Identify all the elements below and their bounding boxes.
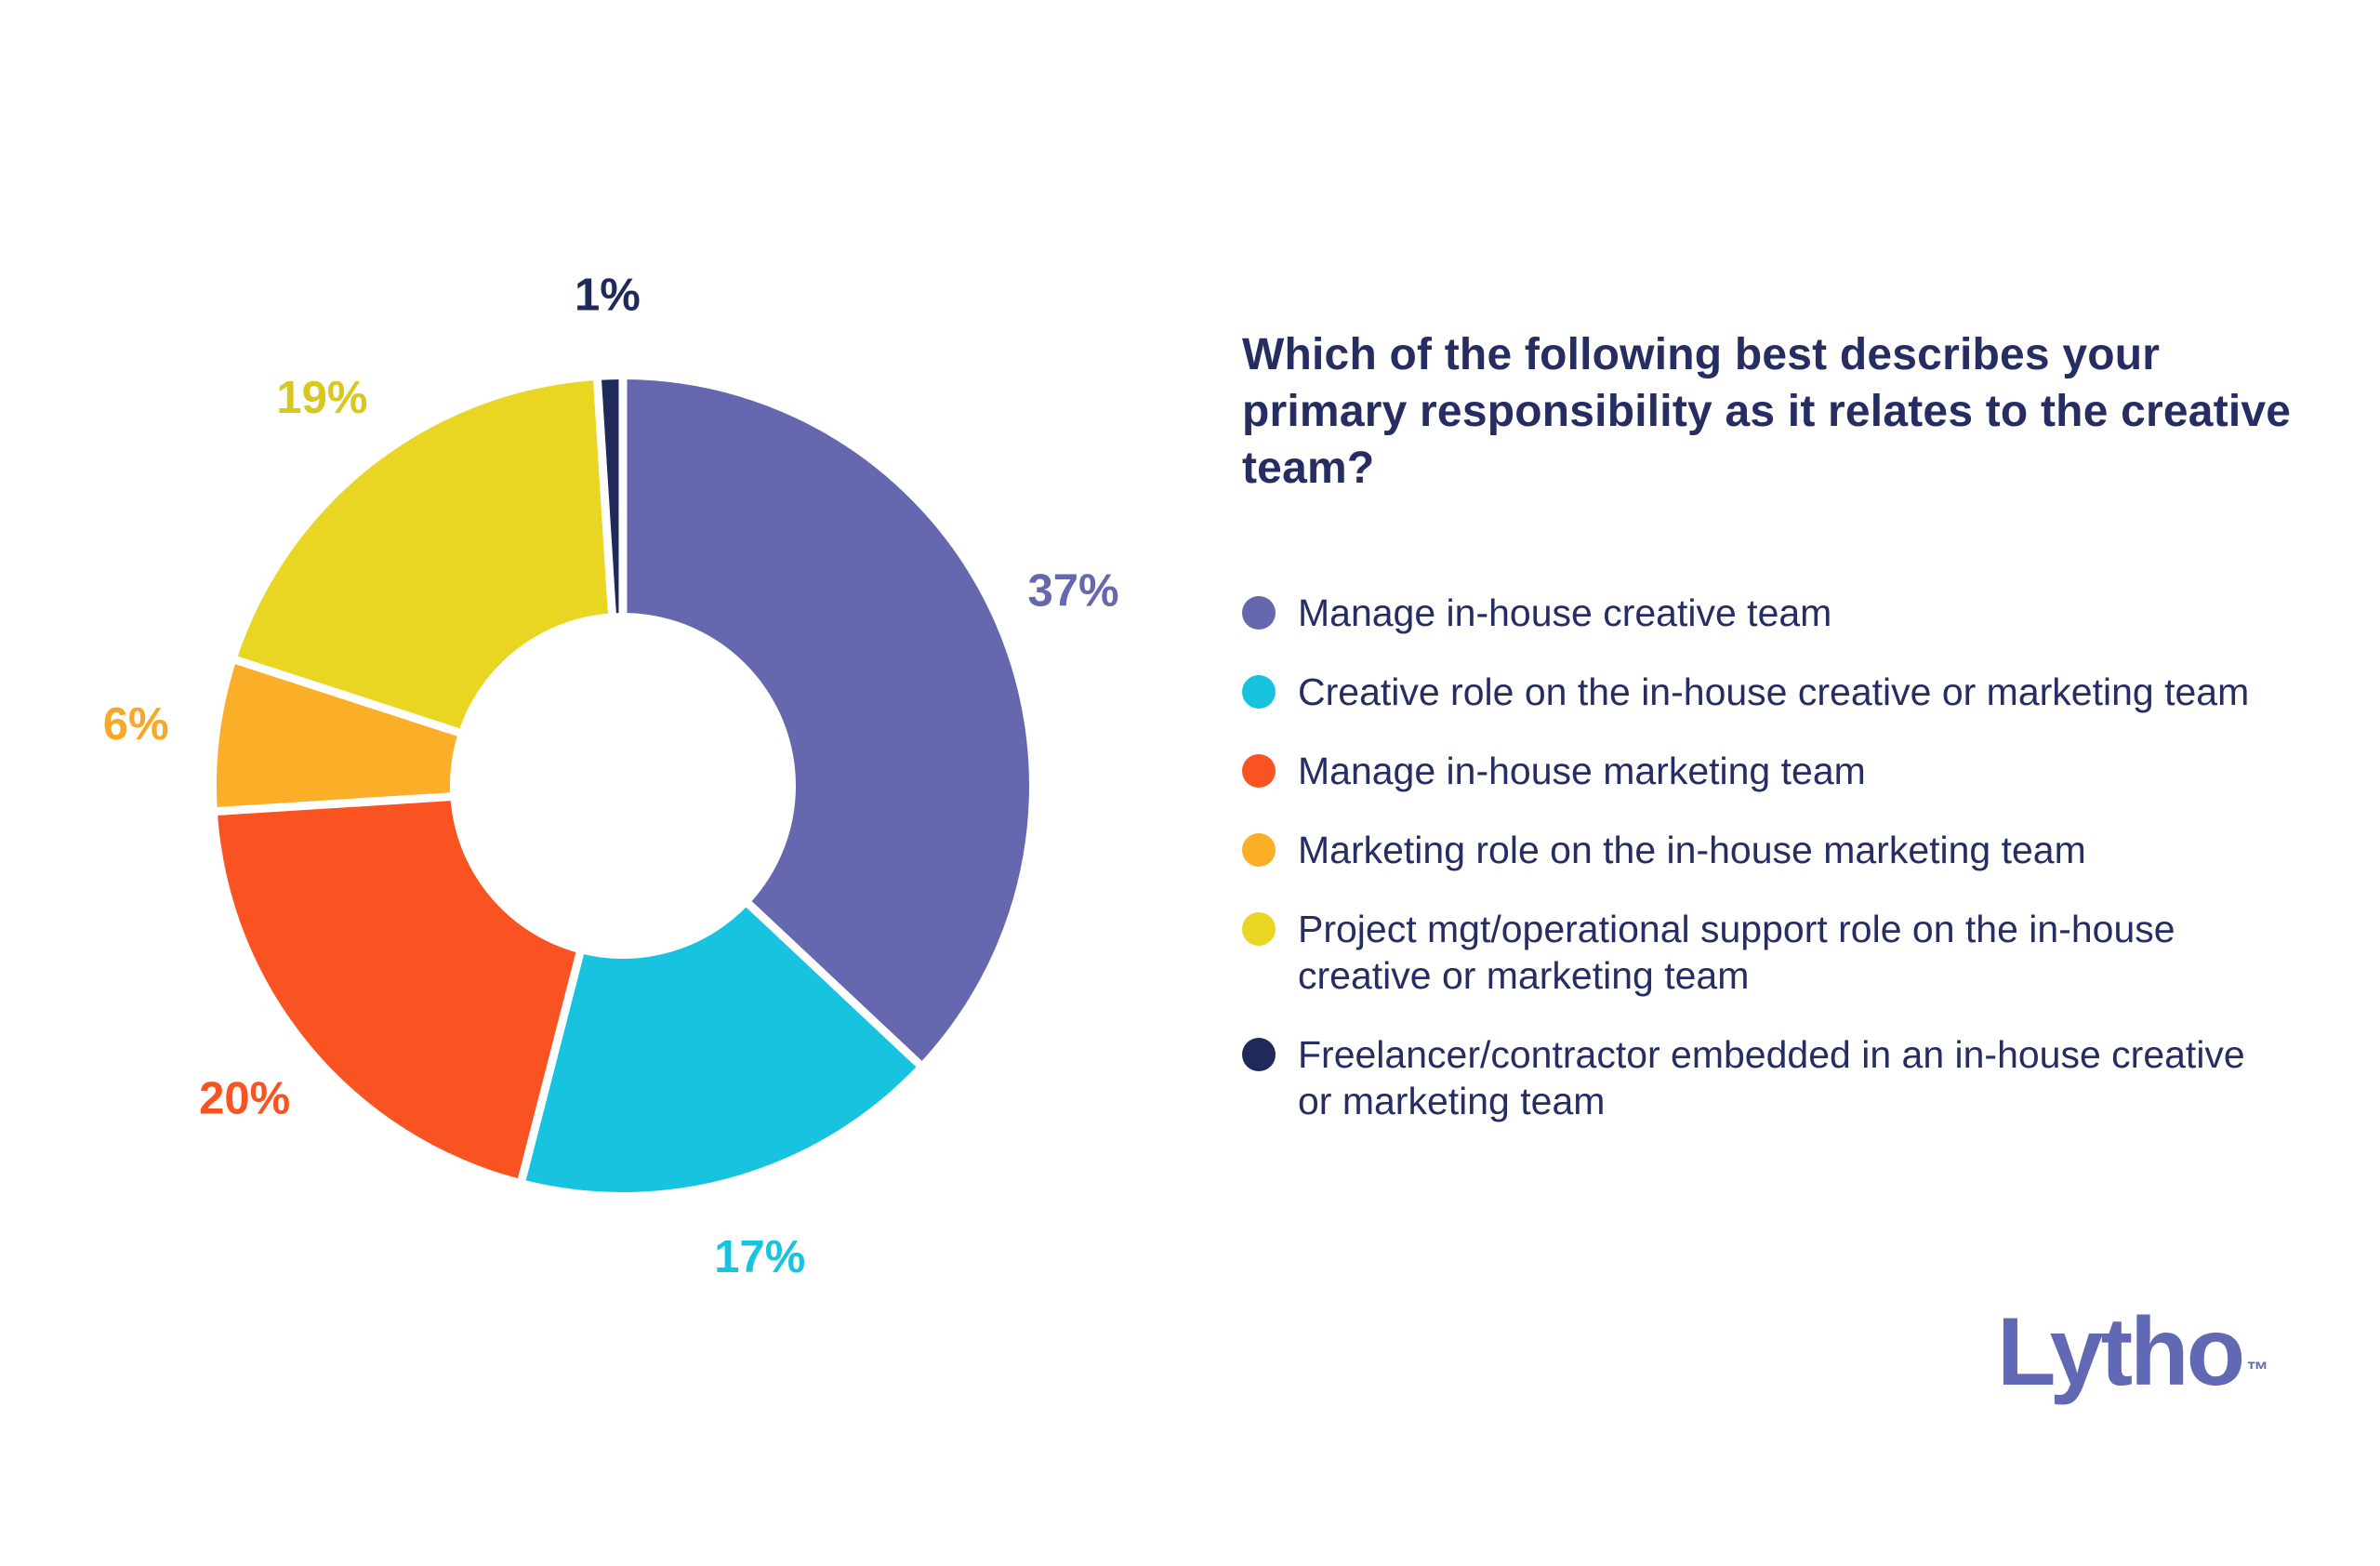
legend-item: Manage in-house creative team (1242, 590, 2293, 636)
legend-dot (1242, 754, 1276, 788)
percent-label-6pct: 6% (103, 699, 169, 750)
donut-segment-19pct (236, 379, 613, 733)
chart-title-line-2: responsibility as it relates to the crea… (1242, 386, 2292, 493)
legend-label: Project mgt/operational support role on … (1298, 908, 2175, 997)
donut-chart: 37% 17% 20% 6% 19% 1% (82, 245, 1164, 1327)
segment-divider (232, 655, 468, 739)
legend-item: Project mgt/operational support role on … (1242, 906, 2293, 999)
percent-label-37pct: 37% (1028, 565, 1119, 616)
legend-item: Marketing role on the in-house marketing… (1242, 827, 2293, 873)
legend-label: Marketing role on the in-house marketing… (1298, 829, 2086, 871)
lytho-logo: Lytho ™ (1997, 1304, 2268, 1400)
segment-divider (214, 791, 458, 816)
legend-label: Manage in-house marketing team (1298, 750, 1866, 792)
legend-dot (1242, 833, 1276, 867)
trademark-symbol: ™ (2246, 1358, 2269, 1383)
legend-dot (1242, 596, 1276, 630)
legend-item: Manage in-house marketing team (1242, 748, 2293, 794)
legend: Manage in-house creative team Creative r… (1242, 590, 2293, 1157)
percent-label-20pct: 20% (199, 1074, 290, 1124)
legend-dot (1242, 1038, 1276, 1071)
chart-title: Which of the following best describes yo… (1242, 327, 2302, 498)
legend-item: Freelancer/contractor embedded in an in-… (1242, 1031, 2293, 1124)
legend-dot (1242, 675, 1276, 709)
legend-label: Manage in-house creative team (1298, 591, 1832, 634)
donut-chart-svg: 37% 17% 20% 6% 19% 1% (103, 270, 1119, 1282)
percent-label-1pct: 1% (575, 270, 641, 320)
legend-dot (1242, 912, 1276, 946)
legend-label: Freelancer/contractor embedded in an in-… (1298, 1033, 2245, 1122)
segment-divider (517, 945, 587, 1184)
legend-item: Creative role on the in-house creative o… (1242, 669, 2293, 715)
chart-title-line-1: Which of the following best describes yo… (1242, 330, 2161, 436)
donut-segment-20pct (217, 796, 580, 1180)
percent-label-19pct: 19% (276, 373, 367, 423)
segment-divider (740, 896, 924, 1069)
percent-label-17pct: 17% (714, 1232, 805, 1282)
segment-divider (592, 377, 617, 621)
legend-label: Creative role on the in-house creative o… (1298, 670, 2250, 713)
donut-segment-37pct (623, 379, 1030, 1065)
lytho-logo-text: Lytho (1997, 1298, 2245, 1406)
donut-segment-6pct (216, 659, 459, 812)
